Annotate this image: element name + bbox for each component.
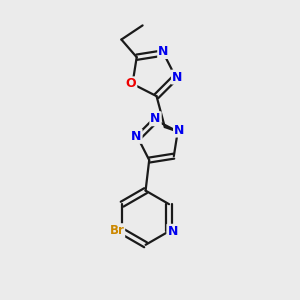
Text: N: N — [167, 225, 178, 238]
Text: N: N — [158, 45, 169, 58]
Text: N: N — [172, 70, 182, 83]
Text: N: N — [131, 130, 142, 143]
Text: N: N — [150, 112, 161, 125]
Text: Br: Br — [110, 224, 124, 237]
Text: N: N — [174, 124, 184, 136]
Text: O: O — [126, 77, 136, 90]
